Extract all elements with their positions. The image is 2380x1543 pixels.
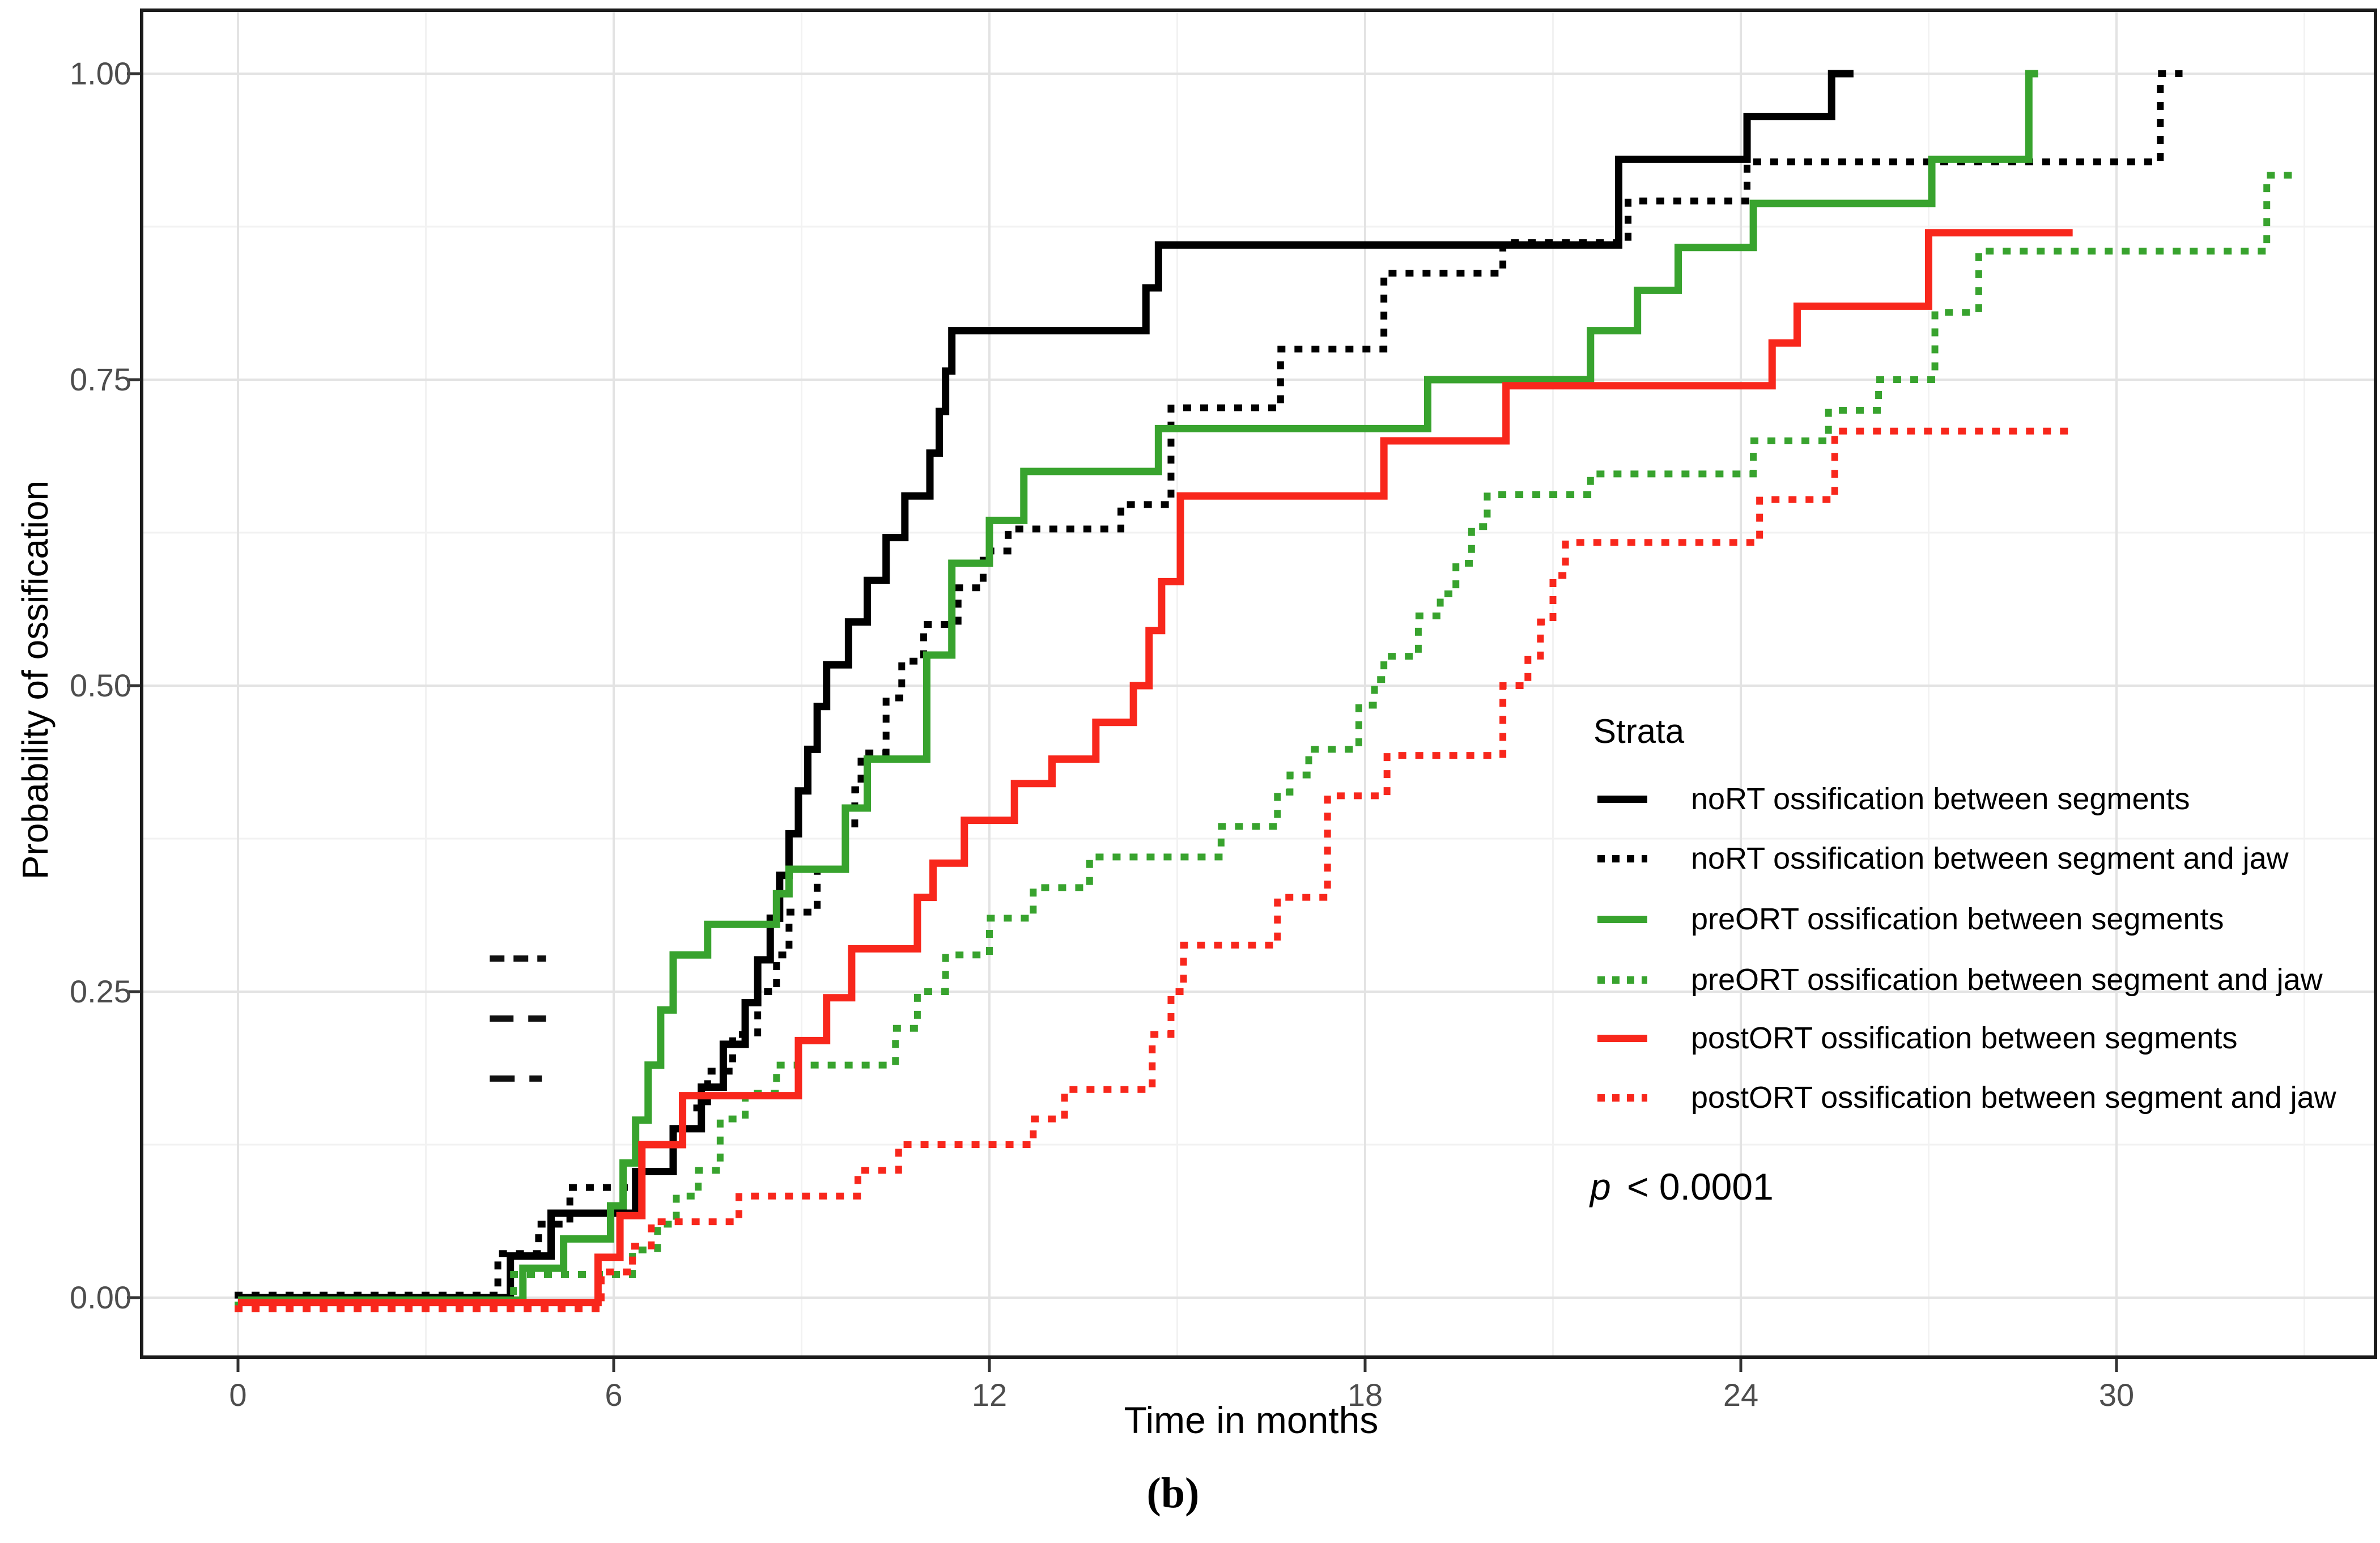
- legend-key-line-dotted-green: [1597, 976, 1647, 984]
- legend-key-line-dotted-black: [1597, 855, 1647, 862]
- p-value-symbol: p: [1590, 1166, 1611, 1208]
- legend-label: postORT ossification between segments: [1691, 1021, 2238, 1055]
- y-tick-label-0.00: 0.00: [70, 1280, 131, 1315]
- x-tick-label-12: 12: [971, 1377, 1008, 1413]
- km-curves: [235, 70, 2292, 1312]
- legend-label: preORT ossification between segments: [1691, 902, 2224, 936]
- legend-key-line-solid-green: [1597, 915, 1647, 923]
- legend-key-line-solid-black: [1597, 795, 1647, 803]
- legend-key-line-solid-red: [1597, 1034, 1647, 1042]
- legend-row-preORT-segment-jaw: preORT ossification between segment and …: [1589, 962, 2323, 998]
- p-value-annotation: p < 0.0001: [1590, 1165, 1774, 1208]
- x-axis-title: Time in months: [1124, 1399, 1379, 1441]
- y-tick-label-1.00: 1.00: [70, 56, 131, 91]
- axis-ticks: [127, 72, 2118, 1372]
- gridlines-minor: [142, 10, 2375, 1357]
- legend-label: noRT ossification between segments: [1691, 782, 2190, 816]
- y-tick-label-0.50: 0.50: [70, 668, 131, 703]
- x-tick-label-6: 6: [605, 1377, 623, 1413]
- gridlines-major: [142, 10, 2375, 1357]
- x-tick-label-0: 0: [229, 1377, 247, 1413]
- legend-row-postORT-segments: postORT ossification between segments: [1589, 1020, 2238, 1056]
- legend-row-noRT-segments: noRT ossification between segments: [1589, 781, 2190, 817]
- legend-label: preORT ossification between segment and …: [1691, 963, 2323, 997]
- km-curve-2: [238, 70, 2038, 1304]
- legend-key-line-dotted-red: [1597, 1094, 1647, 1102]
- legend-label: noRT ossification between segment and ja…: [1691, 841, 2289, 875]
- x-tick-label-24: 24: [1723, 1377, 1759, 1413]
- legend-row-noRT-segment-jaw: noRT ossification between segment and ja…: [1589, 840, 2289, 877]
- y-axis-title: Probability of ossification: [15, 480, 56, 880]
- x-tick-label-30: 30: [2098, 1377, 2135, 1413]
- panel-border: [140, 8, 2377, 1359]
- km-curve-4: [238, 229, 2073, 1307]
- x-tick-label-18: 18: [1347, 1377, 1383, 1413]
- legend-title: Strata: [1593, 712, 1685, 750]
- figure-caption: (b): [1146, 1469, 1200, 1517]
- legend-row-preORT-segments: preORT ossification between segments: [1589, 901, 2224, 937]
- y-tick-label-0.25: 0.25: [70, 974, 131, 1009]
- km-curve-5: [235, 427, 2076, 1312]
- p-value-text: < 0.0001: [1616, 1166, 1774, 1208]
- y-tick-label-0.75: 0.75: [70, 362, 131, 397]
- legend-row-postORT-segment-jaw: postORT ossification between segment and…: [1589, 1079, 2336, 1116]
- km-curve-0: [238, 70, 1854, 1302]
- legend-label: postORT ossification between segment and…: [1691, 1081, 2336, 1115]
